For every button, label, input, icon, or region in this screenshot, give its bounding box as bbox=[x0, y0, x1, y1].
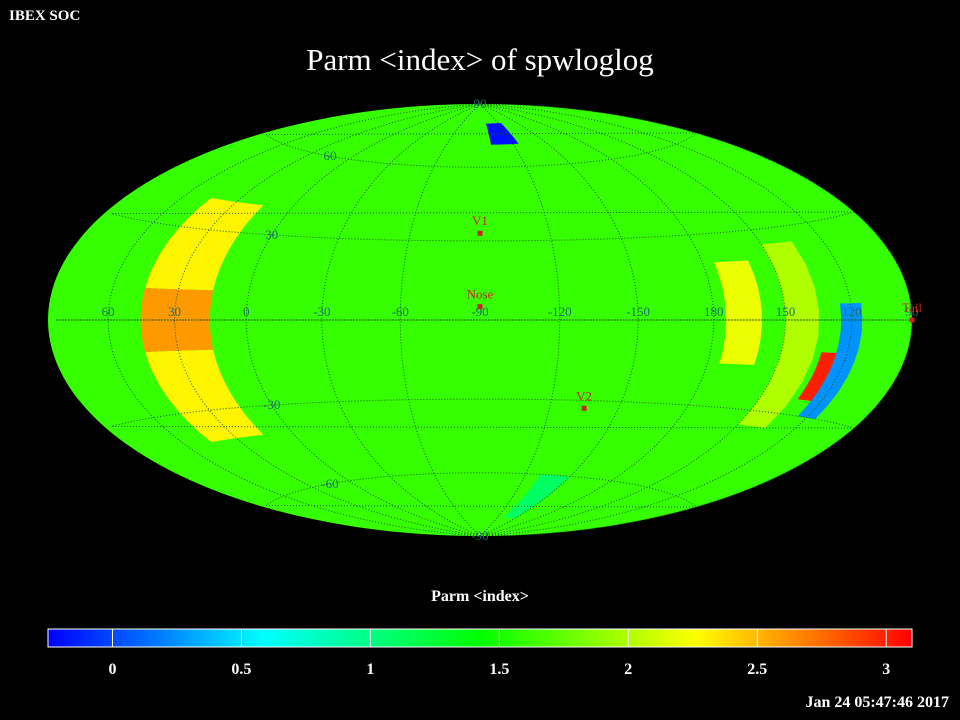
colorbar-tick-label: 2.5 bbox=[747, 661, 767, 678]
marker-dot bbox=[477, 304, 483, 310]
colorbar-tick-label: 1 bbox=[366, 661, 374, 678]
map-region bbox=[714, 260, 762, 365]
map-region bbox=[145, 197, 264, 291]
colorbar-tick-label: 0 bbox=[108, 661, 116, 678]
parallel-line bbox=[264, 472, 697, 508]
colorbar-tick-label: 1.5 bbox=[489, 661, 509, 678]
parallel-line bbox=[111, 398, 855, 429]
marker-dot bbox=[909, 317, 915, 323]
colorbar-title: Parm <index> bbox=[431, 588, 529, 605]
meridian-line bbox=[479, 103, 639, 537]
meridian-label: 150 bbox=[776, 304, 796, 319]
parallel-line bbox=[111, 211, 855, 242]
colorbar-gradient bbox=[47, 628, 913, 648]
marker-label: V1 bbox=[472, 213, 488, 228]
colorbar-tick-label: 3 bbox=[882, 661, 890, 678]
parallel-label: -30 bbox=[263, 397, 280, 412]
meridian-label: 60 bbox=[102, 304, 115, 319]
parallel-label: 60 bbox=[323, 148, 336, 163]
map-region bbox=[503, 474, 571, 519]
map-region bbox=[738, 241, 820, 429]
corner-label: IBEX SOC bbox=[9, 8, 81, 24]
meridian-label: -150 bbox=[626, 304, 650, 319]
map-region bbox=[145, 349, 264, 443]
colorbar-tick-label: 0.5 bbox=[231, 661, 251, 678]
parallel-label: -90 bbox=[471, 528, 488, 543]
meridian-label: 0 bbox=[243, 304, 250, 319]
timestamp: Jan 24 05:47:46 2017 bbox=[805, 694, 949, 711]
map-region bbox=[797, 302, 863, 420]
meridian-label: 120 bbox=[842, 304, 862, 319]
parallel-label: 30 bbox=[265, 227, 278, 242]
meridian-label: -90 bbox=[471, 304, 488, 319]
map-title: Parm <index> of spwloglog bbox=[306, 42, 654, 77]
meridian-line bbox=[245, 103, 481, 537]
colorbar-tick-label: 2 bbox=[624, 661, 632, 678]
meridian-label: 180 bbox=[704, 304, 724, 319]
meridian-label: -120 bbox=[548, 304, 572, 319]
marker-dot bbox=[581, 405, 587, 411]
meridian-line bbox=[479, 103, 853, 537]
parallel-line bbox=[264, 132, 697, 168]
marker-label: V2 bbox=[576, 388, 592, 403]
parallel-label: -60 bbox=[321, 476, 338, 491]
meridian-label: 30 bbox=[168, 304, 181, 319]
marker-label: Nose bbox=[467, 287, 494, 302]
meridian-label: -60 bbox=[392, 304, 409, 319]
parallel-label: 90 bbox=[474, 96, 487, 111]
map-region bbox=[797, 352, 837, 401]
marker-dot bbox=[477, 230, 483, 236]
meridian-label: 90 bbox=[906, 304, 919, 319]
marker-label: Tail bbox=[902, 300, 922, 315]
meridian-label: -30 bbox=[313, 304, 330, 319]
